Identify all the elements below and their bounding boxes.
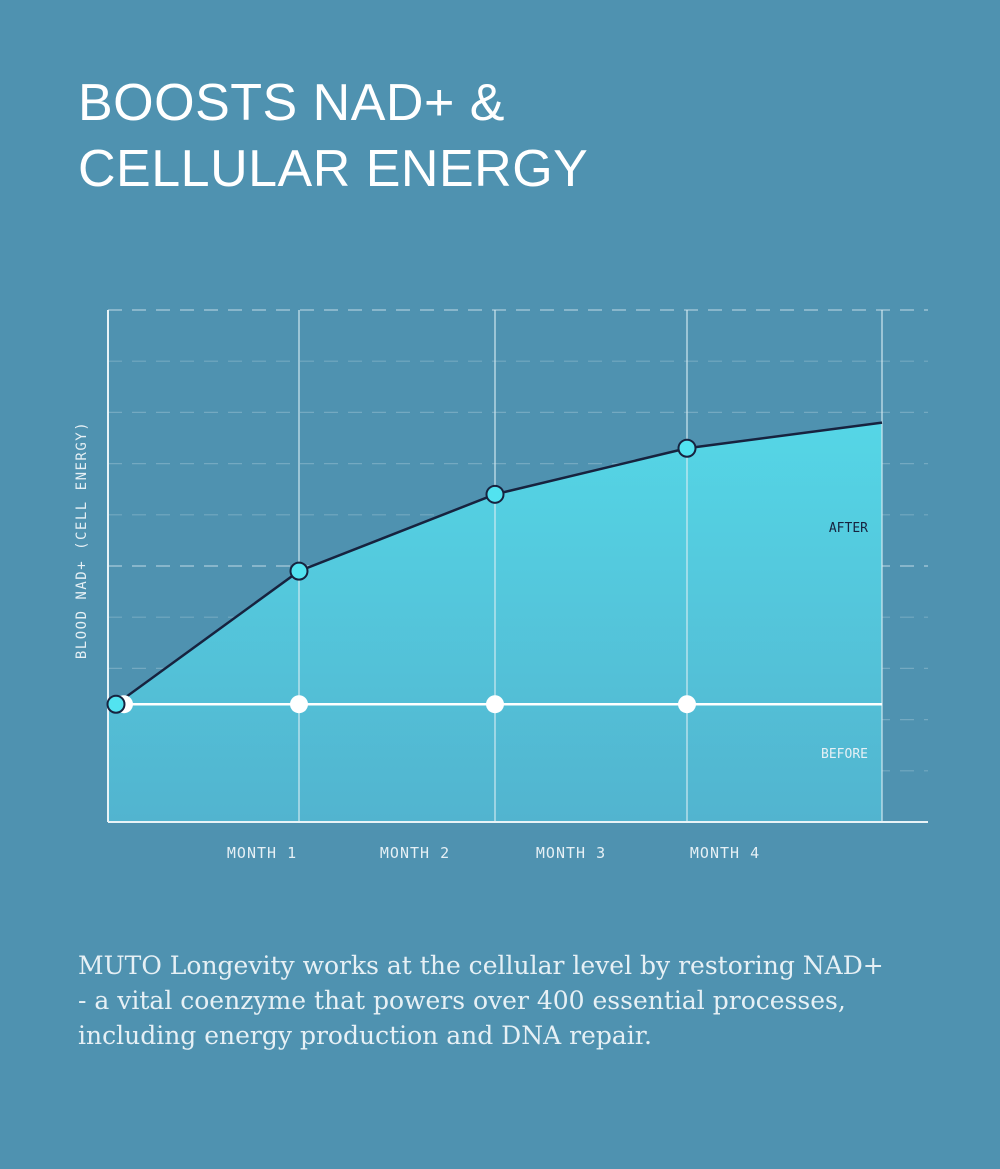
nad-chart: MONTH 1 MONTH 2 MONTH 3 MONTH 4 BLOOD NAD+ … [74, 309, 928, 862]
title-line-2: CELLULAR ENERGY [78, 140, 589, 198]
description-text: MUTO Longevity works at the cellular lev… [78, 951, 884, 1050]
x-tick-label: MONTH 3 [536, 844, 606, 862]
before-point [290, 695, 308, 714]
before-point [678, 695, 696, 714]
before-series-label: BEFORE [821, 747, 868, 762]
before-point [486, 695, 504, 714]
title-line-1: BOOSTS NAD+ & [78, 74, 505, 132]
after-point [106, 694, 126, 714]
after-series-label: AFTER [829, 521, 868, 536]
x-tick-label: MONTH 4 [690, 844, 760, 862]
x-tick-label: MONTH 1 [227, 844, 297, 862]
x-tick-labels: MONTH 1 MONTH 2 MONTH 3 MONTH 4 [227, 844, 760, 862]
after-point [485, 484, 505, 504]
x-tick-label: MONTH 2 [380, 844, 450, 862]
after-points [106, 438, 697, 714]
after-point [677, 438, 697, 458]
page-title: BOOSTS NAD+ & CELLULAR ENERGY [78, 70, 588, 202]
after-point [289, 561, 309, 581]
y-axis-label: BLOOD NAD+ (CELL ENERGY) [74, 421, 90, 659]
